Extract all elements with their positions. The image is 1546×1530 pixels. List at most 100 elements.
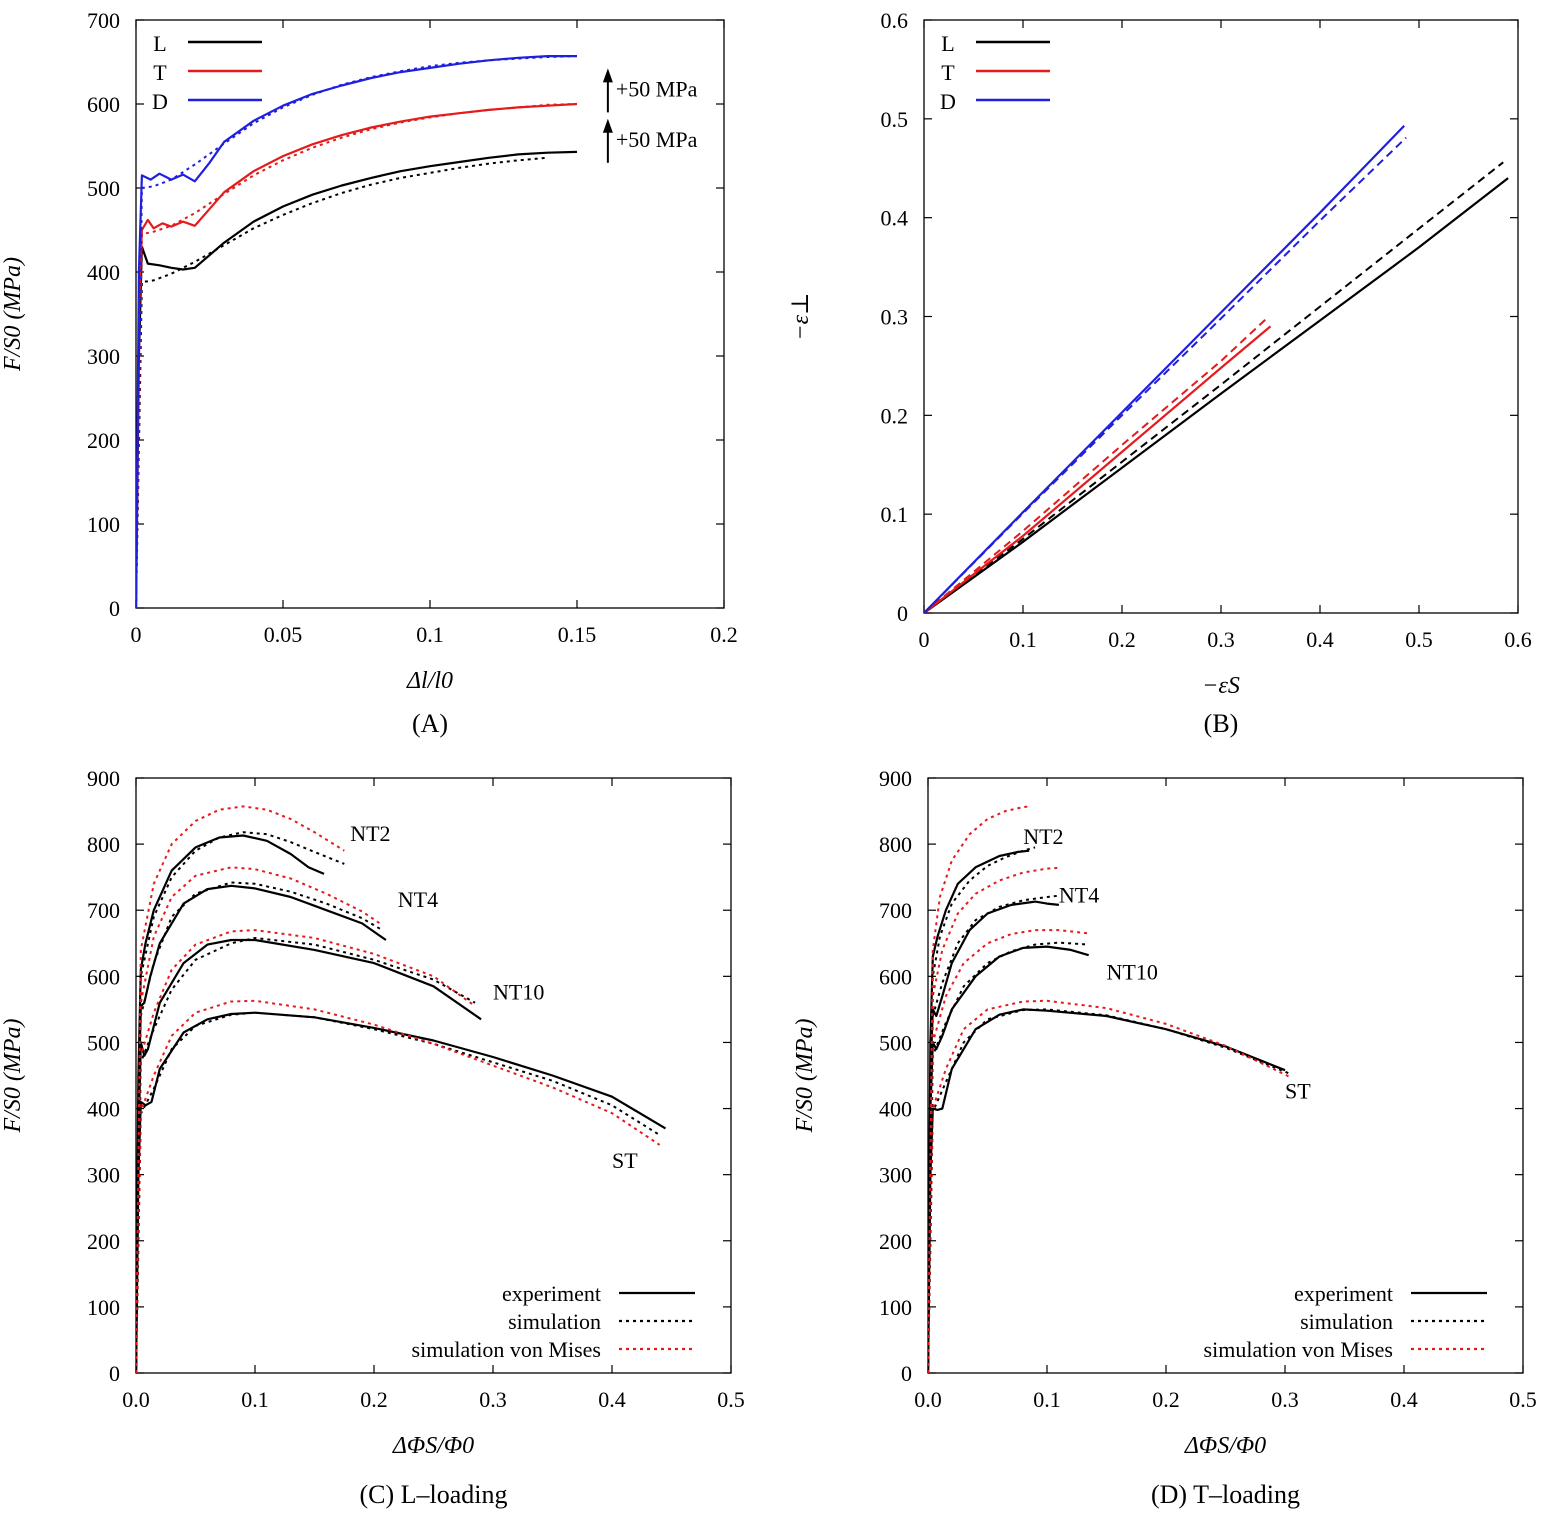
- y-axis-label: −ε⊥: [788, 292, 814, 340]
- series-line-d: [136, 55, 577, 608]
- series-line-t-simulation: [924, 318, 1267, 613]
- panel-caption: (D) T–loading: [1151, 1480, 1300, 1509]
- x-tick-label: 0.5: [1509, 1387, 1537, 1412]
- series-line-nt2-experiment: [928, 849, 1030, 1373]
- y-tick-label: 0.5: [881, 107, 909, 132]
- curve-label-nt2: NT2: [1023, 824, 1063, 849]
- series-line-st-simulation-von-mises: [928, 999, 1292, 1373]
- y-tick-label: 0.6: [881, 8, 909, 33]
- panel-caption: (A): [412, 709, 448, 738]
- series-line-nt2-simulation-von-mises: [136, 805, 345, 1373]
- x-tick-label: 0: [131, 622, 142, 647]
- curve-label-st: ST: [612, 1148, 638, 1173]
- y-tick-label: 500: [87, 176, 120, 201]
- series-line-l: [136, 150, 578, 608]
- y-tick-label: 200: [879, 1229, 912, 1254]
- series-group: [924, 125, 1509, 613]
- series-line-nt10-experiment: [136, 938, 482, 1373]
- series-line-nt2-simulation: [928, 846, 1036, 1373]
- x-tick-label: 0.1: [1009, 627, 1037, 652]
- x-axis-label: −εS: [1202, 673, 1240, 699]
- y-tick-label: 700: [87, 898, 120, 923]
- series-line-nt10-simulation: [928, 941, 1089, 1373]
- plot-frame: [927, 777, 1524, 1374]
- series-line-nt4-experiment: [928, 900, 1060, 1373]
- x-tick-label: 0.2: [1152, 1387, 1180, 1412]
- series-line-nt4-simulation-von-mises: [928, 866, 1059, 1373]
- panel-B: 0 0.1 0.2 0.3 0.4 0.5 0.6 0 0.1 0.2 0.3 0.4 0.5 0.6 −ε…: [788, 8, 1532, 738]
- series-line-nt4-simulation: [928, 894, 1060, 1373]
- legend-label: T: [941, 60, 955, 85]
- x-tick-label: 0.2: [1108, 627, 1136, 652]
- legend-label: D: [940, 89, 956, 114]
- y-tick-label: 0: [109, 596, 120, 621]
- plot-frame: [923, 19, 1519, 614]
- y-tick-label: 0.4: [881, 206, 909, 231]
- panel-D: 0.0 0.1 0.2 0.3 0.4 0.5 0 100 200 300 400 500 600 700…: [792, 766, 1537, 1509]
- series-line-l-simulation: [924, 161, 1504, 613]
- y-axis-label: F/S0 (MPa): [0, 257, 26, 372]
- curve-label-st: ST: [1285, 1079, 1311, 1104]
- x-tick-label: 0.3: [1207, 627, 1235, 652]
- y-tick-label: 400: [87, 1097, 120, 1122]
- y-tick-label: 300: [87, 344, 120, 369]
- plot-frame: [135, 19, 725, 609]
- series-line-nt4-simulation-von-mises: [136, 866, 381, 1373]
- series-line-nt4-simulation: [136, 881, 381, 1373]
- y-tick-label: 800: [87, 832, 120, 857]
- y-tick-label: 600: [879, 964, 912, 989]
- x-tick-label: 0.1: [1033, 1387, 1061, 1412]
- offset-annotation: +50 MPa: [616, 127, 698, 152]
- series-line-d-simulation: [136, 55, 578, 608]
- x-tick-label: 0.3: [479, 1387, 507, 1412]
- legend-label: D: [152, 89, 168, 114]
- series-line-nt4-experiment: [136, 884, 387, 1373]
- y-tick-label: 900: [879, 766, 912, 791]
- y-tick-label: 300: [87, 1163, 120, 1188]
- panel-caption: (C) L–loading: [359, 1480, 507, 1509]
- y-tick-label: 0.2: [881, 403, 909, 428]
- x-tick-label: 0.6: [1504, 627, 1532, 652]
- curve-label-nt10: NT10: [1107, 960, 1158, 985]
- x-tick-label: 0.4: [1306, 627, 1334, 652]
- series-line-nt10-simulation: [136, 937, 476, 1373]
- series-line-l-simulation: [136, 156, 548, 608]
- x-tick-label: 0.1: [241, 1387, 269, 1412]
- x-tick-label: 0.2: [360, 1387, 388, 1412]
- y-tick-label: 900: [87, 766, 120, 791]
- x-axis-label: ΔΦS/Φ0: [392, 1433, 474, 1459]
- x-tick-label: 0.0: [122, 1387, 150, 1412]
- series-group: [136, 805, 667, 1373]
- y-tick-label: 0: [109, 1361, 120, 1386]
- legend-label: experiment: [1294, 1281, 1393, 1306]
- legend-label: simulation: [508, 1309, 601, 1334]
- series-line-nt10-simulation-von-mises: [928, 929, 1089, 1373]
- y-tick-label: 0: [901, 1361, 912, 1386]
- y-tick-label: 200: [87, 1229, 120, 1254]
- offset-arrow-head: [602, 68, 613, 83]
- series-group: [136, 55, 578, 608]
- x-axis-label: ΔΦS/Φ0: [1184, 1433, 1266, 1459]
- series-line-nt10-experiment: [928, 945, 1090, 1373]
- x-tick-label: 0.5: [1405, 627, 1433, 652]
- legend-label: experiment: [502, 1281, 601, 1306]
- plot-frame: [135, 777, 732, 1374]
- series-line-st-simulation: [928, 1008, 1292, 1373]
- x-tick-label: 0.05: [264, 622, 303, 647]
- series-line-nt2-experiment: [136, 834, 325, 1373]
- series-line-nt2-simulation: [136, 831, 345, 1373]
- series-line-d: [924, 125, 1405, 613]
- series-line-d-simulation: [924, 136, 1407, 613]
- y-tick-label: 700: [87, 8, 120, 33]
- curve-label-nt4: NT4: [398, 887, 438, 912]
- y-tick-label: 200: [87, 428, 120, 453]
- offset-annotation: +50 MPa: [616, 76, 698, 101]
- y-tick-label: 600: [87, 964, 120, 989]
- y-tick-label: 400: [87, 260, 120, 285]
- x-tick-label: 0.1: [416, 622, 444, 647]
- legend-label: L: [153, 31, 166, 56]
- legend-label: T: [153, 60, 167, 85]
- series-line-t: [136, 102, 578, 608]
